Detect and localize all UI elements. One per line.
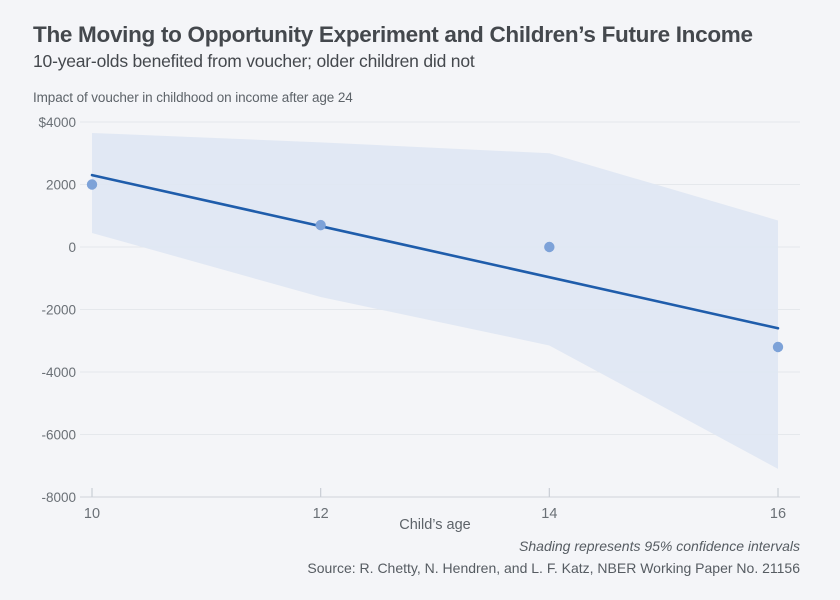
y-tick-label: 0 — [68, 240, 76, 255]
source-citation: Source: R. Chetty, N. Hendren, and L. F.… — [307, 560, 800, 576]
x-tick-label: 16 — [770, 506, 786, 522]
confidence-band — [92, 132, 778, 469]
confidence-interval-note: Shading represents 95% confidence interv… — [519, 538, 800, 554]
x-tick-label: 10 — [84, 506, 100, 522]
y-tick-label: -8000 — [41, 490, 76, 505]
data-point — [315, 219, 326, 231]
x-tick-label: 12 — [313, 506, 329, 522]
y-tick-label: -4000 — [41, 365, 76, 380]
x-tick-label: 14 — [541, 506, 557, 522]
page-title: The Moving to Opportunity Experiment and… — [33, 22, 753, 47]
x-axis-label: Child’s age — [399, 517, 471, 533]
data-point — [86, 179, 98, 190]
y-axis-title: Impact of voucher in childhood on income… — [33, 90, 353, 105]
y-tick-label: -2000 — [41, 302, 76, 317]
y-tick-label: -6000 — [41, 427, 76, 442]
y-tick-label: $4000 — [38, 115, 76, 130]
y-tick-label: 2000 — [46, 177, 76, 192]
page-subtitle: 10-year-olds benefited from voucher; old… — [33, 51, 475, 71]
data-point — [772, 341, 784, 353]
trend-line — [90, 173, 780, 330]
data-point — [544, 241, 555, 253]
